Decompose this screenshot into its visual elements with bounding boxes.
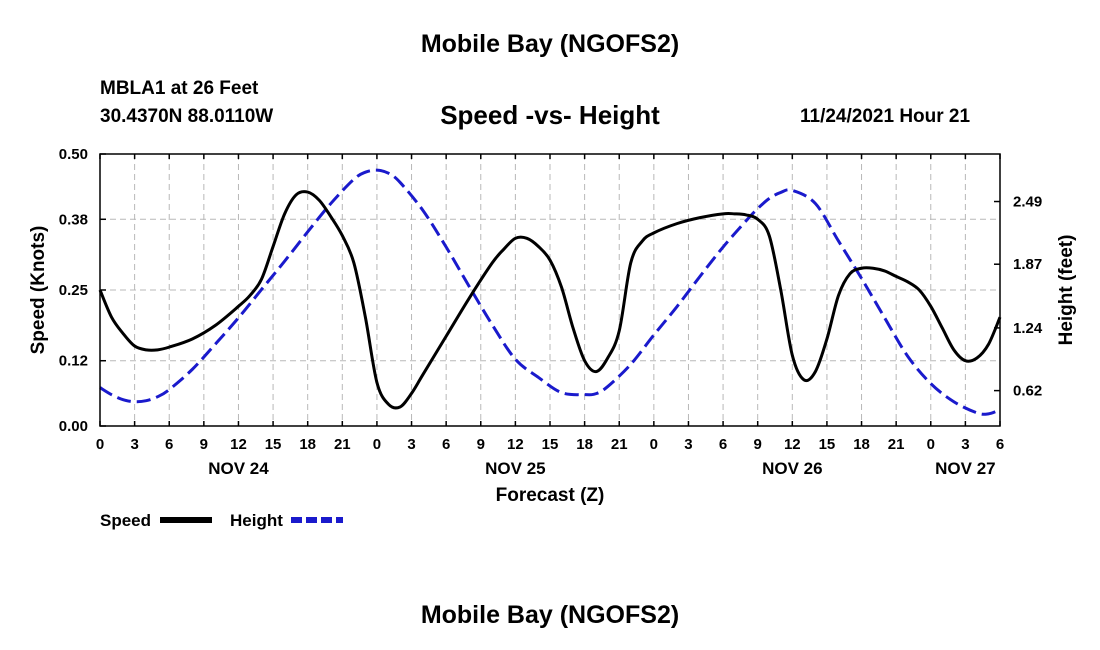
speed-height-chart: 0 3 6 9 12 15 18 21 0 3 6 9 12 15 18 21 0 3 6 9 12 15 18 21 0 3 6 0… [28, 146, 1077, 530]
x-tick-label: 18 [853, 436, 870, 453]
y2-tick-label: 1.87 [1013, 256, 1042, 273]
x-axis-title: Forecast (Z) [496, 485, 605, 506]
height-line [99, 168, 1001, 416]
x-tick-label: 3 [961, 436, 969, 453]
main-title: Mobile Bay (NGOFS2) [420, 30, 680, 58]
x-tick-label: 0 [927, 436, 935, 453]
y2-tick-label: 0.62 [1013, 383, 1042, 400]
x-tick-label: 6 [442, 436, 450, 453]
x-tick-label: 18 [299, 436, 316, 453]
y-tick-label: 0.25 [59, 282, 88, 299]
bottom-title: Mobile Bay (NGOFS2) [420, 601, 680, 629]
plot-frame [99, 153, 1001, 427]
y2-tick-label: 2.49 [1013, 194, 1042, 211]
legend-speed-label: Speed [100, 511, 151, 530]
date-label: NOV 27 [935, 459, 995, 478]
x-tick-label: 15 [819, 436, 836, 453]
station-coordinates: 30.4370N 88.0110W [100, 106, 274, 127]
x-tick-label: 3 [407, 436, 415, 453]
y-tick-label: 0.12 [59, 353, 88, 370]
x-tick-label: 15 [542, 436, 559, 453]
date-label: NOV 25 [485, 459, 545, 478]
x-tick-label: 0 [373, 436, 381, 453]
x-tick-label: 12 [507, 436, 524, 453]
axis-labels: 0 3 6 9 12 15 18 21 0 3 6 9 12 15 18 21 0 3 6 9 12 15 18 21 0 3 6 0… [59, 146, 1043, 478]
x-tick-label: 3 [130, 436, 138, 453]
y2-axis-title: Height (feet) [1056, 235, 1077, 346]
x-tick-label: 21 [334, 436, 351, 453]
x-tick-label: 6 [719, 436, 727, 453]
x-tick-label: 0 [96, 436, 104, 453]
x-tick-label: 6 [996, 436, 1004, 453]
height-series [99, 168, 1001, 416]
x-tick-label: 15 [265, 436, 282, 453]
station-label: MBLA1 at 26 Feet [100, 78, 259, 99]
grid-lines [100, 154, 1000, 426]
x-tick-label: 21 [611, 436, 628, 453]
legend-height-label: Height [230, 511, 283, 530]
y-tick-label: 0.38 [59, 211, 88, 228]
x-tick-label: 18 [576, 436, 593, 453]
legend: Speed Height [100, 511, 343, 530]
x-tick-label: 0 [650, 436, 658, 453]
y-tick-label: 0.50 [59, 146, 88, 163]
x-tick-label: 6 [165, 436, 173, 453]
x-tick-label: 9 [200, 436, 208, 453]
chart-title: Speed -vs- Height [440, 100, 660, 130]
x-tick-label: 3 [684, 436, 692, 453]
x-tick-label: 21 [888, 436, 905, 453]
date-label: NOV 24 [208, 459, 269, 478]
forecast-datetime: 11/24/2021 Hour 21 [800, 106, 971, 127]
speed-series [98, 190, 1002, 410]
x-tick-label: 9 [477, 436, 485, 453]
speed-line [98, 190, 1002, 410]
x-tick-label: 12 [784, 436, 801, 453]
date-label: NOV 26 [762, 459, 822, 478]
x-tick-label: 12 [230, 436, 247, 453]
y2-tick-label: 1.24 [1013, 320, 1043, 337]
x-tick-label: 9 [754, 436, 762, 453]
y-axis-title: Speed (Knots) [28, 226, 49, 355]
y-tick-label: 0.00 [59, 418, 88, 435]
